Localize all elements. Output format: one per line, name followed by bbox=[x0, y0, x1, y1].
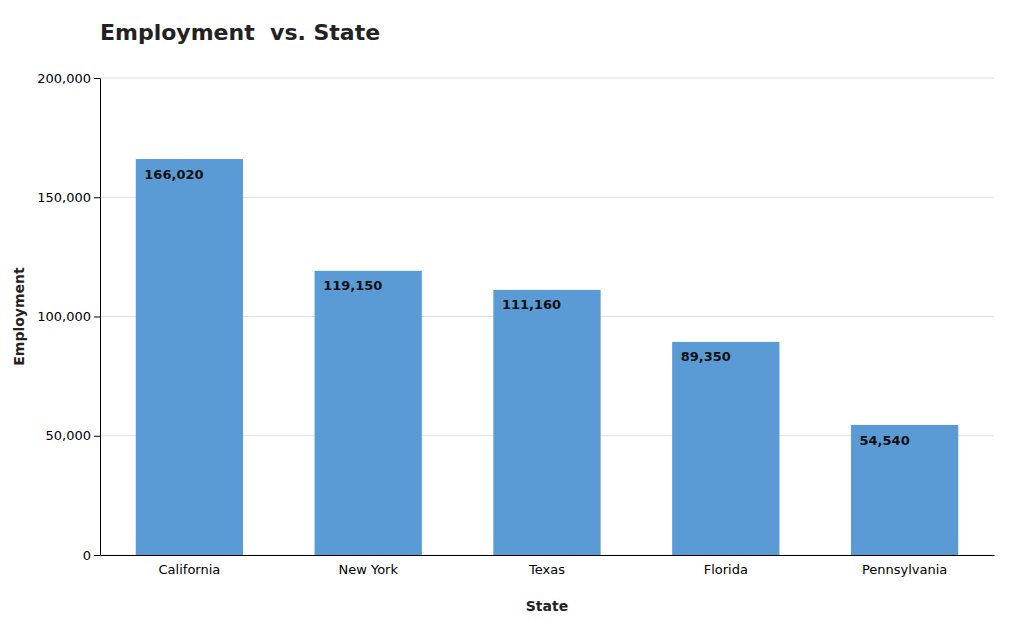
chart-container: 0 50,000 100,000 150,000 200,000 California Ne… bbox=[0, 0, 1024, 633]
y-tick-label: 50,000 bbox=[46, 428, 92, 443]
x-tick-label: New York bbox=[338, 562, 398, 577]
y-tick: 50,000 bbox=[46, 428, 101, 443]
y-tick: 200,000 bbox=[37, 71, 100, 86]
y-axis: 0 50,000 100,000 150,000 200,000 bbox=[37, 71, 100, 563]
y-tick-label: 0 bbox=[83, 548, 91, 563]
data-label: 54,540 bbox=[860, 433, 910, 448]
bar bbox=[672, 342, 779, 555]
x-tick: California bbox=[159, 562, 221, 577]
y-tick-label: 100,000 bbox=[37, 309, 91, 324]
y-tick-mark bbox=[94, 78, 100, 79]
y-tick: 100,000 bbox=[37, 309, 100, 324]
bar bbox=[851, 425, 958, 555]
y-tick-mark bbox=[94, 317, 100, 318]
x-tick: Florida bbox=[704, 562, 748, 577]
data-label: 119,150 bbox=[323, 278, 382, 293]
y-tick-label: 150,000 bbox=[37, 190, 91, 205]
y-tick-label: 200,000 bbox=[37, 71, 91, 86]
bar bbox=[493, 290, 600, 555]
x-tick-label: Texas bbox=[528, 562, 565, 577]
y-tick: 150,000 bbox=[37, 190, 100, 205]
x-tick: New York bbox=[338, 562, 398, 577]
data-label: 166,020 bbox=[144, 167, 203, 182]
x-tick-label: California bbox=[159, 562, 221, 577]
y-tick-mark bbox=[94, 436, 100, 437]
x-axis-line bbox=[101, 555, 995, 556]
x-tick: Pennsylvania bbox=[862, 562, 947, 577]
bars bbox=[136, 159, 958, 555]
y-axis-title: Employment bbox=[11, 267, 27, 366]
x-axis: California New York Texas Florida Pennsylvan… bbox=[101, 556, 995, 578]
data-labels: 166,020 119,150 111,160 89,350 54,540 bbox=[144, 167, 909, 448]
grid-line bbox=[100, 78, 994, 79]
bar bbox=[136, 159, 243, 555]
y-tick-mark bbox=[94, 555, 100, 556]
data-label: 89,350 bbox=[681, 349, 731, 364]
chart-title: Employment vs. State bbox=[100, 20, 380, 45]
grid bbox=[100, 78, 994, 555]
chart-svg: 0 50,000 100,000 150,000 200,000 California Ne… bbox=[0, 0, 1024, 633]
data-label: 111,160 bbox=[502, 297, 561, 312]
plot-area: 0 50,000 100,000 150,000 200,000 California Ne… bbox=[37, 71, 994, 578]
x-tick-label: Florida bbox=[704, 562, 748, 577]
x-tick-label: Pennsylvania bbox=[862, 562, 947, 577]
y-axis-line bbox=[94, 79, 101, 556]
y-tick: 0 bbox=[83, 548, 100, 563]
y-tick-mark bbox=[94, 197, 100, 198]
bar bbox=[315, 271, 422, 555]
x-tick: Texas bbox=[528, 562, 565, 577]
x-axis-title: State bbox=[526, 598, 568, 614]
